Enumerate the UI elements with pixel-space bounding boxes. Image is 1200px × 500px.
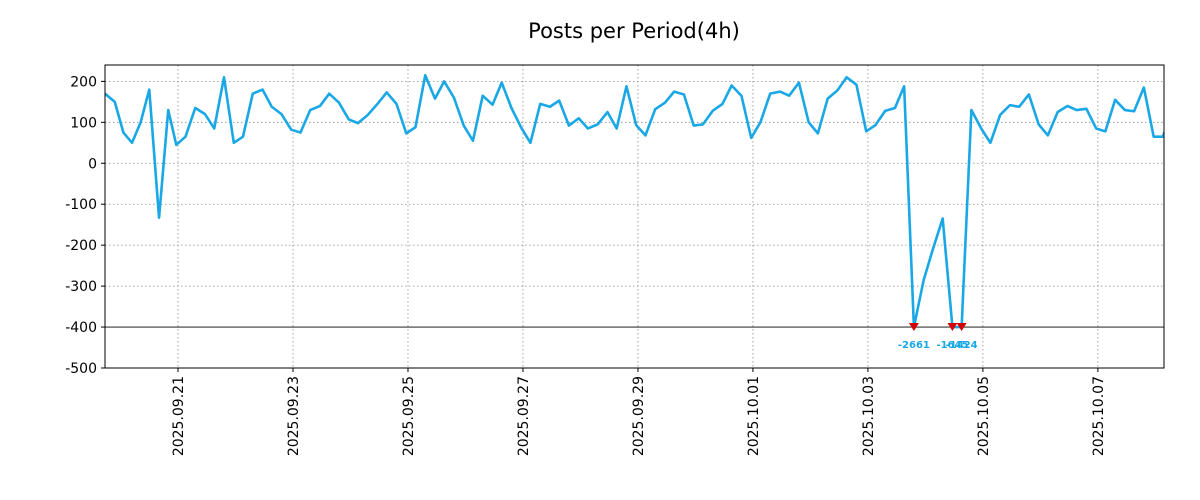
x-tick-label: 2025.09.29	[631, 376, 647, 456]
clip-marker	[908, 323, 919, 332]
clip-marker-layer: -2661 -1645-1424	[898, 323, 978, 351]
y-tick-label: -100	[65, 197, 97, 213]
y-tick-label: 100	[70, 115, 97, 131]
clip-value-label: -1424	[946, 340, 978, 351]
plot-frame	[104, 64, 1165, 369]
y-tick-label: -500	[65, 361, 97, 377]
y-tick-label: 200	[70, 74, 97, 90]
clip-value-label: -2661	[898, 340, 930, 351]
axis-layer: 200 100 0 -100 -200 -300 -400 -500 2025.09.21 202…	[65, 74, 1107, 456]
series-layer	[105, 73, 1164, 329]
x-tick-label: 2025.09.21	[171, 376, 187, 456]
x-tick-label: 2025.09.23	[286, 376, 302, 456]
y-tick-label: 0	[88, 156, 97, 172]
clip-value-label: -1645	[936, 340, 968, 351]
x-tick-label: 2025.09.27	[516, 376, 532, 456]
y-tick-label: -200	[65, 238, 97, 254]
clip-marker	[956, 323, 967, 332]
chart-title: Posts per Period(4h)	[528, 19, 740, 43]
y-tick-label: -400	[65, 320, 97, 336]
x-tick-label: 2025.10.05	[976, 376, 992, 456]
series-line-0	[105, 73, 1164, 329]
x-tick-label: 2025.09.25	[401, 376, 417, 456]
clip-marker	[947, 323, 958, 332]
x-tick-label: 2025.10.07	[1091, 376, 1107, 456]
x-tick-label: 2025.10.01	[746, 376, 762, 456]
y-tick-label: -300	[65, 279, 97, 295]
x-tick-label: 2025.10.03	[861, 376, 877, 456]
